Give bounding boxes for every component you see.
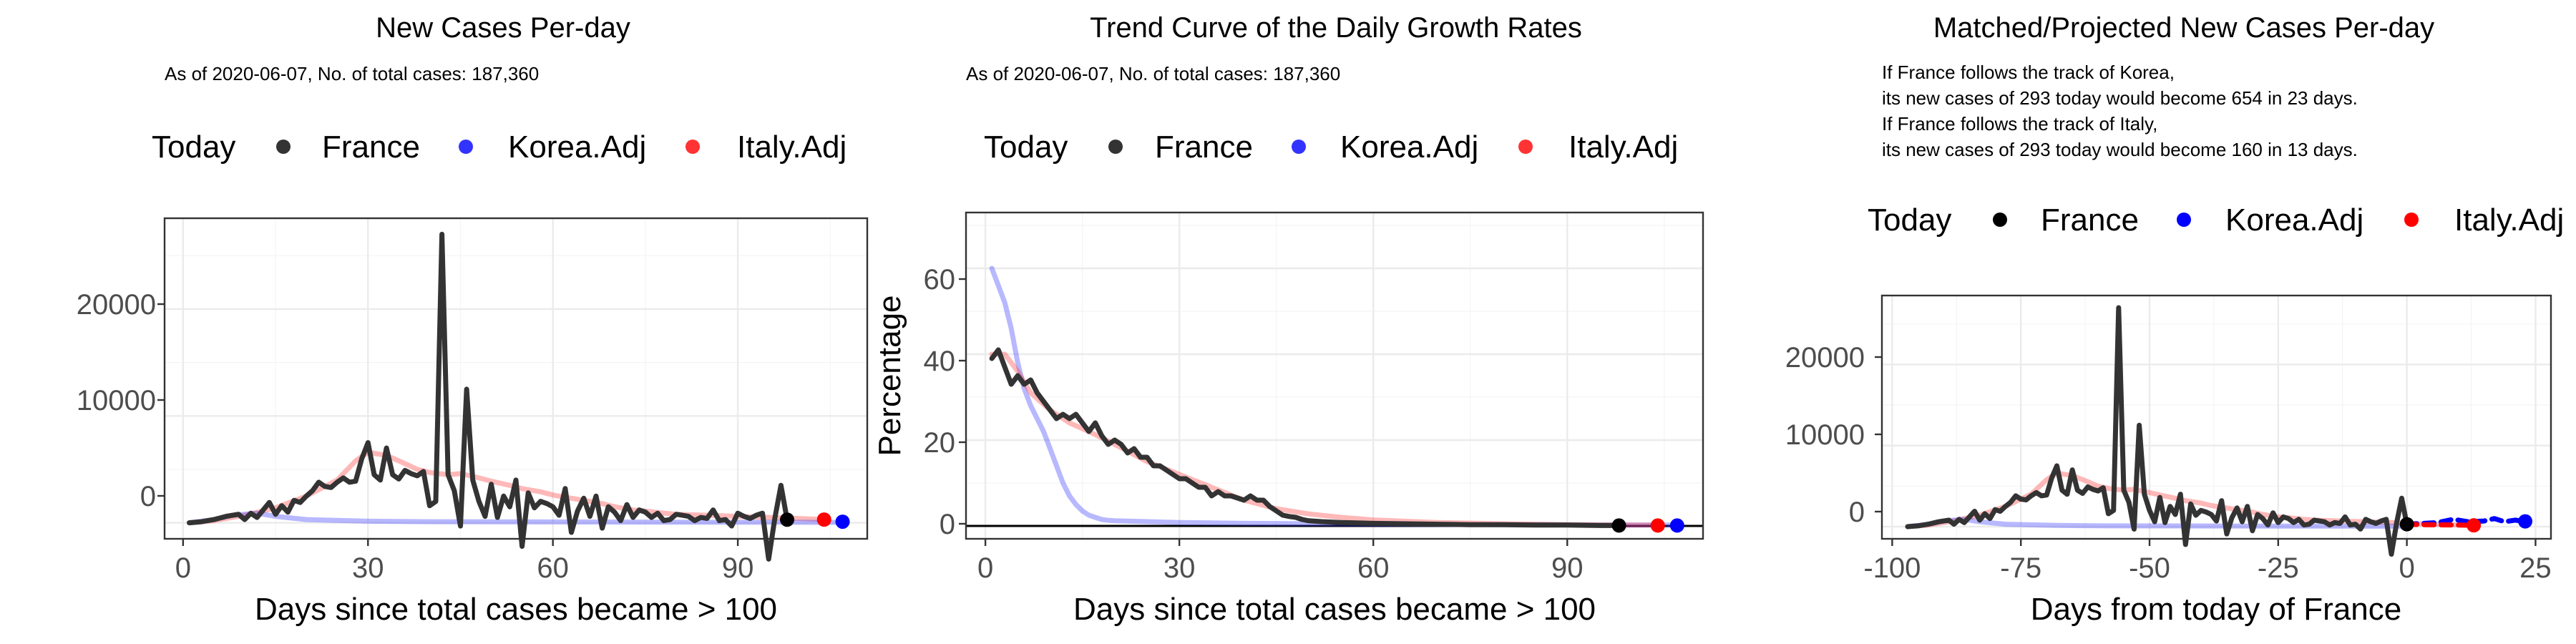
panel2-subtitle: As of 2020-06-07, No. of total cases: 18… <box>966 63 1340 84</box>
today-point-france <box>1611 518 1626 533</box>
panel1-x-axis-label: Days since total cases became > 100 <box>255 592 777 627</box>
panel1-legend: Today France Korea.Adj Italy.Adj <box>152 130 847 165</box>
panel3-ytick-label: 0 <box>1849 497 1865 528</box>
today-point-korea-adj <box>1669 518 1684 533</box>
panel2-x-axis: 0 30 60 90 <box>977 539 1584 584</box>
panel3-ytick-label: 20000 <box>1785 342 1865 374</box>
panel2-grid <box>966 213 1703 539</box>
x-tick-label: 60 <box>537 552 569 584</box>
x-tick-label: -25 <box>2258 552 2299 584</box>
panel2-frame <box>965 211 1704 540</box>
x-tick-label: 90 <box>722 552 754 584</box>
series-line-france <box>1905 305 2410 557</box>
today-point-korea-adj <box>835 514 850 530</box>
panel2-x-axis-label: Days since total cases became > 100 <box>1073 592 1596 627</box>
x-tick-label: 0 <box>2399 552 2414 584</box>
panel1-grid <box>165 218 867 539</box>
panel3-annotation-line: If France follows the track of Korea, <box>1882 62 2175 83</box>
x-tick-label: 25 <box>2519 552 2552 584</box>
panel2-title: Trend Curve of the Daily Growth Rates <box>1090 12 1582 44</box>
panel3-today-points <box>2399 514 2533 533</box>
series-line-italy-adj <box>187 449 827 526</box>
panel3-legend-key-korea <box>2177 213 2191 227</box>
panel2-legend-key-italy <box>1518 140 1533 154</box>
panel3-legend-label-france: France <box>2041 203 2139 238</box>
panel-projected-cases: Matched/Projected New Cases Per-day If F… <box>1785 12 2564 627</box>
panel2-series <box>966 265 1703 528</box>
today-point-france <box>2399 517 2414 532</box>
today-point-italy-adj <box>2467 518 2482 533</box>
panel3-annotation-line: its new cases of 293 today would become … <box>1882 87 2358 109</box>
panel3-series <box>1905 305 2528 557</box>
today-point-italy-adj <box>816 512 831 527</box>
panel2-legend-title: Today <box>984 130 1068 165</box>
panel2-legend-key-korea <box>1292 140 1306 154</box>
panel3-legend: Today France Korea.Adj Italy.Adj <box>1868 203 2564 238</box>
panel1-frame <box>163 217 869 540</box>
x-tick-label: -100 <box>1863 552 1921 584</box>
x-tick-label: 90 <box>1551 552 1584 584</box>
panel3-ytick-label: 10000 <box>1785 419 1865 451</box>
panel1-legend-title: Today <box>152 130 235 165</box>
panel3-legend-title: Today <box>1868 203 1951 238</box>
panel1-legend-key-france <box>276 140 291 154</box>
x-tick-label: 30 <box>1163 552 1196 584</box>
panel3-legend-key-france <box>1993 213 2007 227</box>
series-line-korea-adj <box>989 265 1680 528</box>
panel2-today-points <box>1611 518 1684 533</box>
panel3-annotation-line: If France follows the track of Italy, <box>1882 113 2157 135</box>
panel2-ytick-label: 20 <box>924 427 956 459</box>
panel3-annotation-line: its new cases of 293 today would become … <box>1882 139 2358 160</box>
panel1-ytick-label: 0 <box>140 481 156 512</box>
panel3-frame <box>1880 294 2552 540</box>
series-line-france <box>989 347 1621 528</box>
panel2-y-axis: 60 40 20 0 <box>924 264 966 540</box>
series-line-italy-adj-projection <box>2404 522 2477 528</box>
x-tick-label: 60 <box>1357 552 1390 584</box>
panel1-legend-label-france: France <box>322 130 420 165</box>
x-tick-label: -50 <box>2129 552 2170 584</box>
panel1-ytick-label: 10000 <box>77 385 156 416</box>
panel3-grid <box>1882 296 2551 539</box>
panel2-legend-label-italy: Italy.Adj <box>1568 130 1678 165</box>
panel3-legend-key-italy <box>2404 213 2419 227</box>
panel3-legend-label-korea: Korea.Adj <box>2225 203 2363 238</box>
series-line-france <box>187 231 790 562</box>
panel3-x-axis-label: Days from today of France <box>2031 592 2401 627</box>
today-point-korea-adj <box>2518 514 2533 529</box>
panel3-title: Matched/Projected New Cases Per-day <box>1933 12 2434 44</box>
panel-new-cases: New Cases Per-day As of 2020-06-07, No. … <box>77 12 869 627</box>
panel1-today-points <box>780 512 850 530</box>
panel2-legend: Today France Korea.Adj Italy.Adj <box>984 130 1678 165</box>
panel1-series <box>187 231 845 562</box>
x-tick-label: 0 <box>977 552 993 584</box>
panel2-y-axis-label: Percentage <box>872 295 907 456</box>
panel1-legend-key-italy <box>686 140 700 154</box>
panel1-legend-label-korea: Korea.Adj <box>508 130 646 165</box>
panel1-legend-key-korea <box>459 140 473 154</box>
panel2-ytick-label: 0 <box>940 509 955 540</box>
panel2-legend-key-france <box>1108 140 1123 154</box>
x-tick-label: 0 <box>175 552 191 584</box>
panel1-subtitle: As of 2020-06-07, No. of total cases: 18… <box>165 63 539 84</box>
x-tick-label: -75 <box>2000 552 2041 584</box>
today-point-france <box>780 512 795 527</box>
panel1-x-axis: 0 30 60 90 <box>175 539 754 584</box>
panel1-legend-label-italy: Italy.Adj <box>737 130 847 165</box>
panel3-legend-label-italy: Italy.Adj <box>2454 203 2564 238</box>
panel3-y-axis: 20000 10000 0 <box>1785 342 1882 528</box>
panel2-ytick-label: 60 <box>924 264 956 296</box>
x-tick-label: 30 <box>352 552 384 584</box>
panel1-ytick-label: 20000 <box>77 289 156 321</box>
panel-growth-rates: Trend Curve of the Daily Growth Rates As… <box>872 12 1704 627</box>
today-point-italy-adj <box>1650 518 1665 533</box>
panel2-legend-label-france: France <box>1155 130 1253 165</box>
panel1-y-axis: 20000 10000 0 <box>77 289 165 512</box>
panel2-legend-label-korea: Korea.Adj <box>1340 130 1478 165</box>
panel2-ytick-label: 40 <box>924 346 956 377</box>
panel3-x-axis: -100 -75 -50 -25 0 25 <box>1863 539 2552 584</box>
panel1-title: New Cases Per-day <box>376 12 630 44</box>
